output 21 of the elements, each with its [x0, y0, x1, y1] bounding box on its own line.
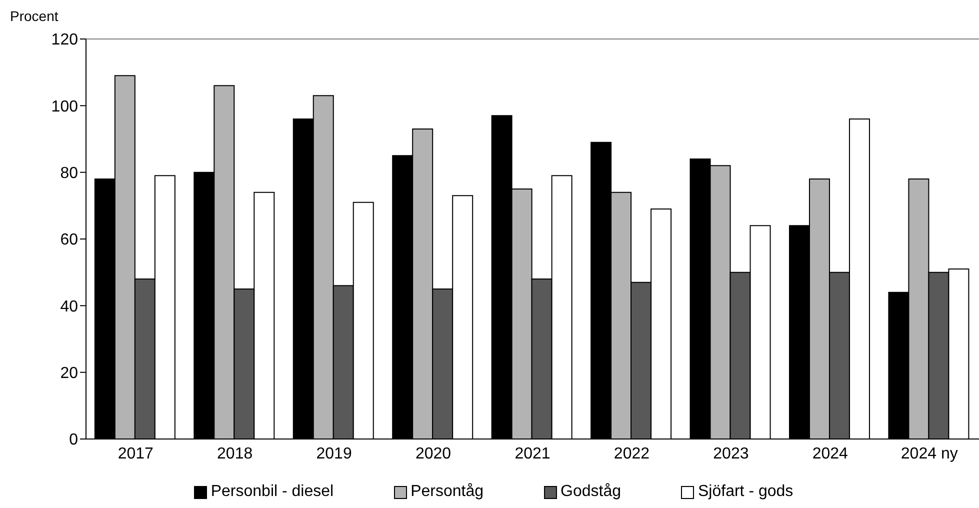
y-tick-label: 60	[60, 232, 78, 249]
x-tick-label: 2024 ny	[900, 445, 958, 462]
x-tick-label: 2021	[514, 445, 550, 462]
x-tick-label: 2018	[217, 445, 253, 462]
legend-label: Personbil - diesel	[210, 483, 334, 501]
x-tick-label: 2023	[713, 445, 749, 462]
y-tick-label: 100	[51, 98, 78, 116]
y-axis-title: Procent	[10, 8, 60, 26]
legend-label: Persontåg	[410, 483, 484, 501]
x-tick-label: 2022	[614, 445, 650, 462]
x-tick-label: 2020	[415, 445, 452, 462]
x-tick-label: 2024	[812, 445, 848, 462]
y-tick-label: 0	[69, 432, 78, 449]
legend-label: Godståg	[560, 483, 621, 501]
x-tick-label: 2019	[316, 445, 352, 462]
y-tick-label: 120	[51, 32, 78, 49]
y-tick-label: 20	[60, 365, 78, 382]
legend-label: Sjöfart - gods	[698, 483, 794, 501]
y-tick-label: 40	[60, 298, 78, 316]
x-tick-label: 2017	[118, 445, 154, 462]
y-tick-label: 80	[60, 165, 78, 182]
